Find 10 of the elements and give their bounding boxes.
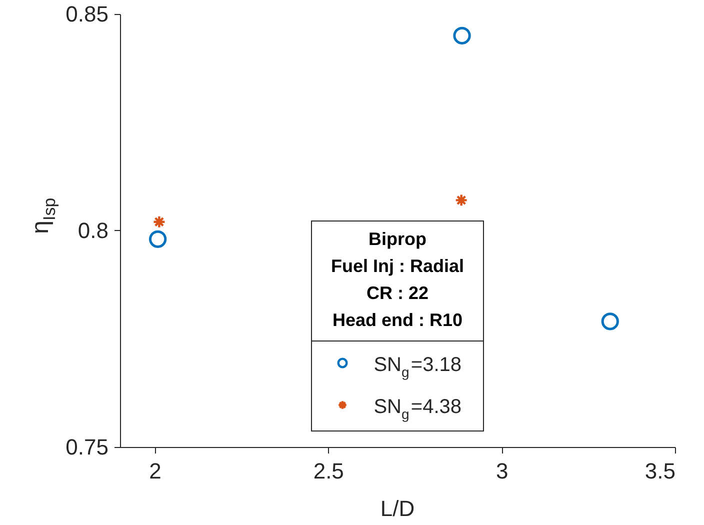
x-tick-label: 2.5 bbox=[313, 458, 344, 484]
y-axis-title: ηIsp bbox=[27, 198, 59, 234]
y-tick-label: 0.75 bbox=[66, 434, 108, 460]
y-tick-label: 0.85 bbox=[66, 2, 108, 26]
x-axis-title: L/D bbox=[380, 496, 415, 521]
x-tick-label: 3.5 bbox=[644, 458, 676, 484]
y-tick-label: 0.8 bbox=[78, 218, 108, 243]
x-tick-label: 2 bbox=[149, 458, 162, 484]
legend-title: Biprop Fuel Inj : Radial CR : 22 Head end : R10 bbox=[330, 229, 464, 330]
x-tick-label: 3 bbox=[496, 458, 508, 484]
